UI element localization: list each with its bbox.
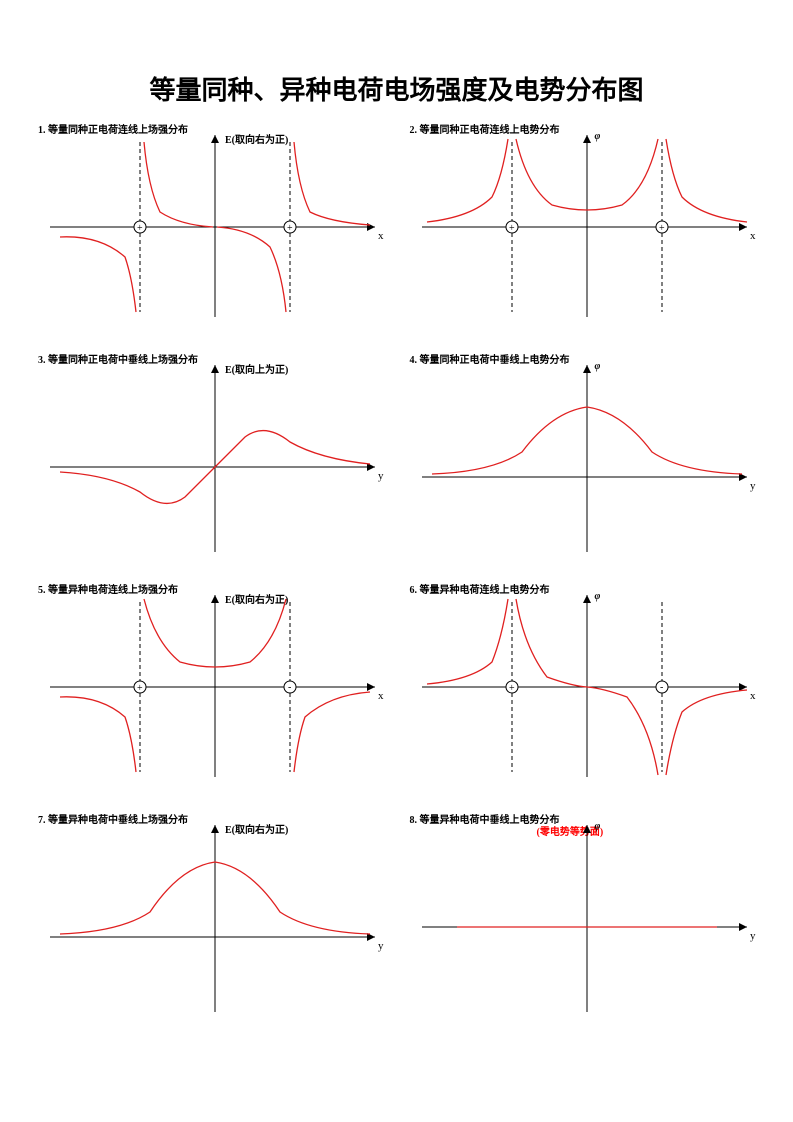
svg-text:+: + [137,223,143,234]
plot-2-xlabel: x [750,230,756,242]
plot-6-xlabel: x [750,690,756,702]
plot-7-xlabel: y [378,940,384,952]
plot-4-xlabel: y [750,480,756,492]
plot-8-xlabel: y [750,930,756,942]
plot-5: 5. 等量异种电荷连线上场强分布 E(取向右为正) x + - [30,577,392,797]
plot-4: 4. 等量同种正电荷中垂线上电势分布 φ y [402,347,764,567]
plot-3: 3. 等量同种正电荷中垂线上场强分布 E(取向上为正) y [30,347,392,567]
plot-5-xlabel: x [378,690,384,702]
plot-2-svg: x + + [402,117,762,337]
plot-1: 1. 等量同种正电荷连线上场强分布 E(取向右为正) x + + [30,117,392,337]
page-title: 等量同种、异种电荷电场强度及电势分布图 [0,0,793,117]
plot-1-svg: x + + [30,117,390,337]
svg-text:+: + [287,223,293,234]
plot-6-svg: x + - [402,577,762,797]
plot-7-svg: y [30,807,390,1027]
svg-text:+: + [509,683,515,694]
svg-text:+: + [137,683,143,694]
plot-8-svg: y [402,807,762,1027]
svg-text:-: - [660,682,663,693]
plot-3-svg: y [30,347,390,567]
svg-text:+: + [509,223,515,234]
plot-5-svg: x + - [30,577,390,797]
plot-8: 8. 等量异种电荷中垂线上电势分布 (零电势等势面) φ y [402,807,764,1027]
plot-7: 7. 等量异种电荷中垂线上场强分布 E(取向右为正) y [30,807,392,1027]
svg-text:+: + [659,223,665,234]
plot-grid: 1. 等量同种正电荷连线上场强分布 E(取向右为正) x + + 2. [0,117,793,1027]
plot-1-xlabel: x [378,230,384,242]
plot-4-svg: y [402,347,762,567]
plot-6: 6. 等量异种电荷连线上电势分布 φ x + - [402,577,764,797]
plot-3-xlabel: y [378,470,384,482]
svg-text:-: - [288,682,291,693]
plot-2: 2. 等量同种正电荷连线上电势分布 φ x + + [402,117,764,337]
